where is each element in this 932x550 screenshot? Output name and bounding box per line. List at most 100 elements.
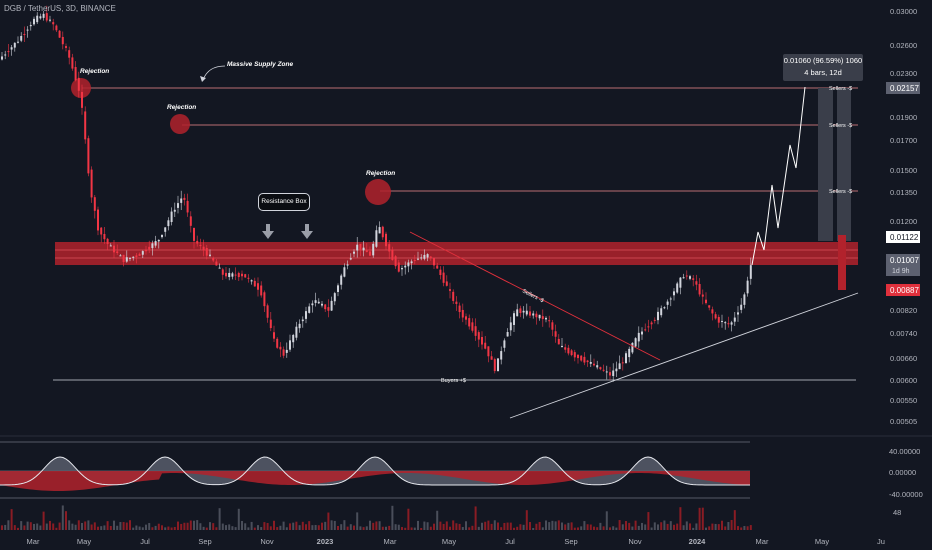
candle-body — [100, 227, 103, 235]
candle-body — [458, 305, 461, 313]
volume-bar — [279, 525, 282, 530]
candle-body — [535, 313, 538, 318]
volume-bar — [337, 525, 339, 530]
candle-body — [567, 347, 570, 354]
candle-body — [452, 291, 455, 301]
volume-bar — [679, 507, 682, 530]
candle-body — [273, 332, 275, 339]
volume-bar — [746, 526, 749, 530]
candle-body — [205, 247, 208, 256]
volume-bar — [474, 506, 477, 530]
time-axis[interactable]: Mar May Jul Sep Nov 2023 Mar May Jul Sep Nov 2024 Ma… — [27, 537, 885, 546]
volume-bar — [228, 524, 231, 530]
candle-body — [68, 50, 71, 58]
volume-bar — [177, 521, 179, 530]
volume-bar — [122, 522, 125, 530]
candle-body — [561, 345, 563, 347]
volume-bar — [481, 522, 483, 530]
candle-body — [55, 25, 58, 31]
volume-bar — [356, 512, 359, 530]
candle-body — [183, 197, 186, 200]
candle-body — [167, 220, 170, 227]
volume-bar — [529, 522, 531, 530]
oscillator-group — [0, 456, 750, 491]
candle-body — [77, 77, 80, 91]
candle-body — [490, 356, 493, 360]
candle-body — [324, 304, 327, 310]
candle-body — [433, 257, 435, 266]
volume-bar — [490, 523, 493, 530]
candle-body — [647, 326, 650, 328]
candle-body — [343, 267, 346, 277]
candle-body — [557, 338, 560, 345]
candle-body — [1, 56, 3, 60]
badge-high-bg — [886, 231, 920, 243]
candle-body — [109, 245, 112, 247]
volume-bar — [193, 520, 195, 530]
price-axis[interactable]: 0.03000 0.02600 0.02300 0.01900 0.01700 0.015… — [890, 7, 917, 426]
candle-body — [353, 251, 355, 254]
volume-bar — [538, 521, 541, 530]
candle-body — [234, 274, 237, 276]
candle-body — [708, 305, 711, 308]
candle-body — [372, 243, 375, 256]
candle-body — [717, 316, 720, 323]
volume-bar — [548, 522, 551, 530]
candle-body — [644, 329, 647, 331]
volume-bar — [359, 526, 362, 530]
up-trendline — [509, 292, 859, 419]
candle-body — [250, 280, 253, 282]
volume-bar — [423, 521, 426, 530]
candle-body — [705, 299, 707, 304]
candle-body — [513, 313, 515, 325]
candle-body — [20, 35, 23, 41]
price-tick-label: 0.00600 — [890, 376, 917, 385]
volume-bar — [433, 523, 435, 530]
candle-body — [90, 169, 93, 198]
volume-bar — [180, 523, 183, 530]
volume-bar — [497, 522, 499, 530]
candle-body — [740, 304, 743, 310]
candle-body — [330, 300, 333, 311]
candle-body — [346, 264, 349, 266]
volume-bar — [205, 527, 208, 530]
buyers-label: Buyers +$ — [441, 378, 466, 384]
volume-bar — [343, 520, 346, 530]
volume-bar — [468, 527, 471, 530]
candle-body — [602, 369, 605, 371]
candle-body — [244, 274, 247, 278]
volume-bar — [103, 525, 106, 530]
volume-bar — [353, 525, 355, 530]
candle-body — [295, 326, 298, 338]
volume-bar — [644, 524, 647, 530]
time-tick-label: 2023 — [317, 537, 334, 546]
resistance-box-label: Resistance Box — [258, 193, 310, 211]
candle-body — [426, 254, 429, 258]
volume-bar — [509, 522, 512, 530]
candle-body — [378, 227, 381, 234]
badge-current-bg — [886, 254, 920, 276]
price-tick-label: 0.00505 — [890, 417, 917, 426]
volume-bar — [55, 527, 58, 530]
candle-body — [522, 310, 525, 313]
oscillator-axis: 40.00000 0.00000 -40.00000 — [889, 447, 923, 499]
candle-body — [503, 340, 506, 348]
volume-bar — [369, 520, 371, 530]
volume-bar — [612, 526, 615, 530]
candle-body — [375, 230, 378, 247]
volume-bar — [381, 526, 384, 530]
candle-body — [276, 338, 279, 348]
sellers-trend-label: Sellers -$ — [521, 288, 544, 304]
volume-bar — [212, 523, 215, 530]
candle-body — [138, 253, 141, 256]
candle-body — [202, 246, 205, 251]
time-tick-label: Jul — [140, 537, 150, 546]
candle-body — [465, 316, 467, 320]
time-tick-label: May — [442, 537, 456, 546]
candle-body — [455, 301, 458, 304]
volume-bar — [557, 520, 560, 530]
candle-body — [340, 275, 343, 285]
volume-bar — [429, 526, 432, 530]
candle-body — [113, 245, 115, 253]
